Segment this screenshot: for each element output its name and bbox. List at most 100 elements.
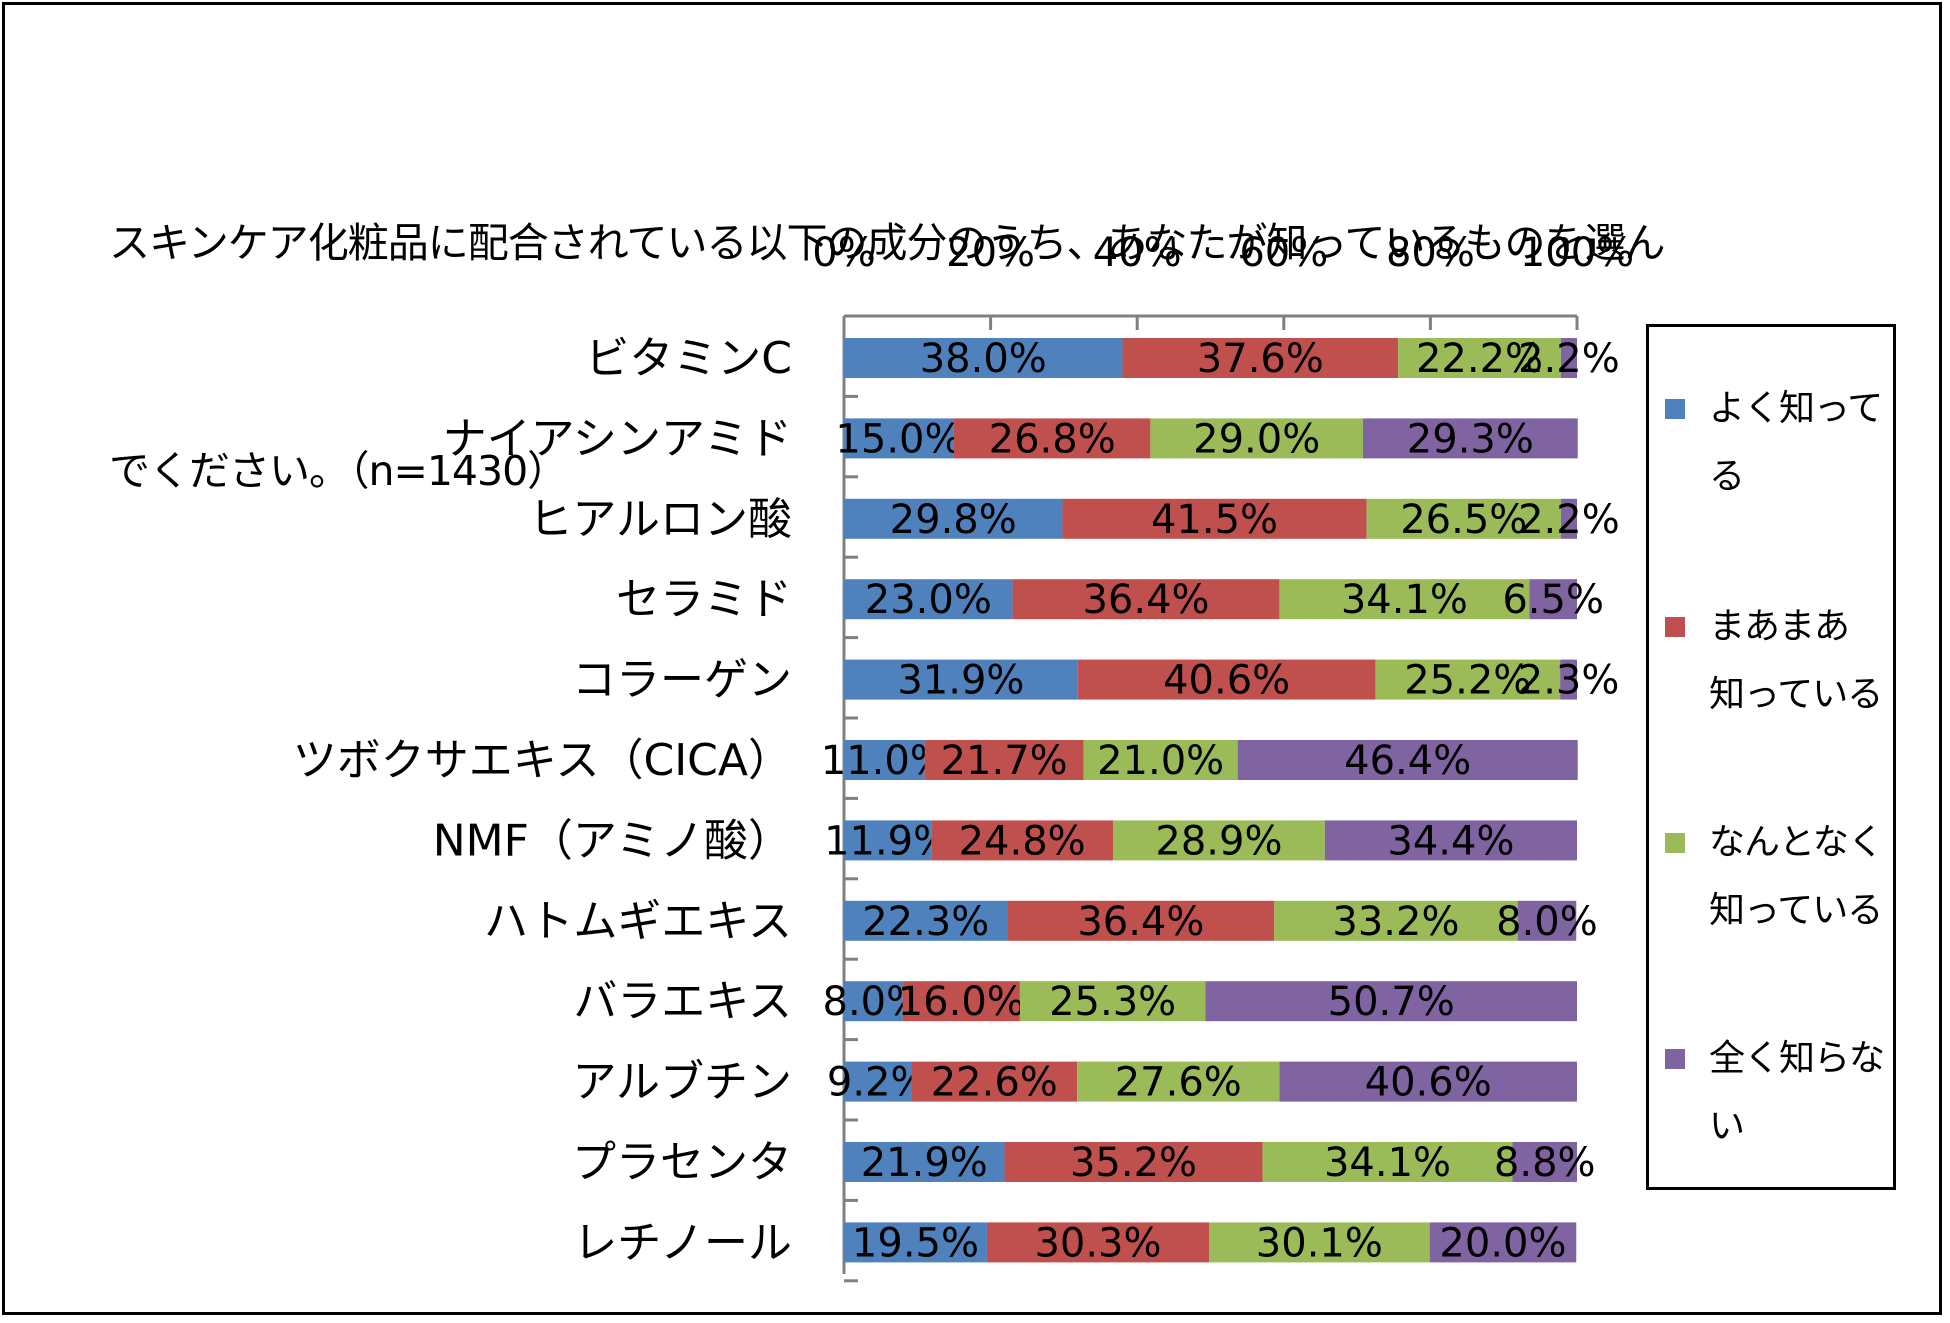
bar-segment (1560, 338, 1577, 378)
chart-legend: よく知ってる まあまあ 知っている なんとなく 知っている 全く知らな い (1646, 324, 1896, 1190)
legend-label-not-known: 全く知らな い (1709, 1025, 1899, 1161)
data-label: 26.8% (989, 416, 1116, 462)
x-tick-label: 80% (1386, 230, 1475, 276)
data-label: 21.0% (1097, 738, 1224, 784)
data-label: 22.6% (931, 1060, 1058, 1106)
data-label: 29.0% (1193, 416, 1320, 462)
bar-segment (986, 1222, 1210, 1263)
category-label: プラセンタ (572, 1137, 792, 1188)
category-label: ビタミンC (585, 333, 792, 384)
data-label: 37.6% (1197, 336, 1324, 382)
category-label: アルブチン (572, 1057, 792, 1108)
data-label: 6.5% (1502, 577, 1604, 623)
bar-segment (1560, 659, 1577, 700)
data-label: 2.3% (1518, 658, 1620, 704)
data-label: 35.2% (1070, 1140, 1197, 1186)
bar-segment (844, 1061, 912, 1102)
bar-segment (844, 1142, 1005, 1182)
data-label: 22.2% (1416, 336, 1543, 382)
bar-segment (924, 740, 1084, 780)
data-label: 36.4% (1077, 899, 1204, 945)
data-label: 20.0% (1439, 1220, 1566, 1266)
data-label: 8.0% (1496, 899, 1598, 945)
legend-swatch-somewhat-known (1665, 617, 1685, 637)
legend-label-line: 知っている (1709, 674, 1883, 715)
bar-segment (902, 981, 1020, 1022)
data-label: 29.3% (1407, 416, 1534, 462)
bar-segment (844, 338, 1123, 378)
legend-swatch-not-known (1665, 1049, 1685, 1069)
legend-label-line: 知っている (1709, 890, 1883, 931)
bar-segment (1279, 579, 1530, 620)
data-label: 40.6% (1365, 1060, 1492, 1106)
category-label: ハトムギエキス (484, 896, 792, 947)
bar-segment (1560, 498, 1577, 539)
data-label: 41.5% (1151, 497, 1278, 543)
bar-segment (1019, 981, 1206, 1022)
data-label: 2.2% (1518, 497, 1620, 543)
bar-segment (844, 820, 932, 861)
data-label: 26.5% (1400, 497, 1527, 543)
x-tick-label: 40% (1093, 230, 1182, 276)
category-label: NMF（アミノ酸） (433, 815, 792, 866)
bar-segment (1150, 418, 1363, 459)
bar-segment (1398, 338, 1561, 378)
legend-label-well-known: よく知ってる (1709, 375, 1899, 511)
data-label: 24.8% (959, 818, 1086, 864)
data-label: 15.0% (835, 416, 962, 462)
legend-swatch-vaguely-known (1665, 833, 1685, 853)
x-tick-label: 100% (1520, 230, 1634, 276)
data-label: 33.2% (1332, 899, 1459, 945)
data-label: 34.1% (1341, 577, 1468, 623)
bar-segment (1362, 418, 1578, 459)
data-label: 19.5% (852, 1220, 979, 1266)
bar-segment (1512, 1142, 1577, 1182)
data-label: 2.2% (1518, 336, 1620, 382)
data-label: 30.3% (1034, 1220, 1161, 1266)
bar-segment (1012, 579, 1280, 620)
bar-segment (1324, 820, 1577, 861)
bar-segment (1375, 659, 1561, 700)
bar-segment (1274, 900, 1518, 941)
data-label: 40.6% (1163, 658, 1290, 704)
data-label: 27.6% (1115, 1060, 1242, 1106)
bar-segment (1279, 1061, 1577, 1102)
bar-segment (844, 498, 1063, 539)
bar-segment (1237, 740, 1578, 780)
data-label: 22.3% (862, 899, 989, 945)
legend-label-line: い (1709, 1106, 1745, 1147)
category-label: コラーゲン (572, 655, 792, 706)
bar-segment (911, 1061, 1078, 1102)
bar-segment (1077, 659, 1376, 700)
data-label: 30.1% (1256, 1220, 1383, 1266)
data-label: 34.1% (1324, 1140, 1451, 1186)
bar-segment (1004, 1142, 1263, 1182)
category-label: セラミド (616, 574, 792, 625)
bar-segment (931, 820, 1114, 861)
data-label: 38.0% (920, 336, 1047, 382)
data-label: 29.8% (890, 497, 1017, 543)
bar-segment (1122, 338, 1399, 378)
data-label: 25.2% (1404, 658, 1531, 704)
bar-segment (1517, 900, 1577, 941)
data-label: 11.9% (824, 818, 951, 864)
legend-label-vaguely-known: なんとなく 知っている (1709, 809, 1899, 945)
data-label: 21.9% (861, 1140, 988, 1186)
data-label: 23.0% (865, 577, 992, 623)
legend-label-somewhat-known: まあまあ 知っている (1709, 593, 1899, 729)
category-label: ナイアシンアミド (443, 413, 792, 464)
legend-swatch-well-known (1665, 399, 1685, 419)
bar-segment (1366, 498, 1561, 539)
data-label: 21.7% (941, 738, 1068, 784)
data-label: 16.0% (898, 979, 1025, 1025)
bar-segment (1007, 900, 1275, 941)
chart-title-line-2: でください。（n=1430） (109, 447, 568, 495)
bar-segment (1062, 498, 1367, 539)
bar-segment (844, 659, 1078, 700)
bar-segment (1205, 981, 1577, 1022)
category-label: バラエキス (573, 976, 792, 1027)
chart-title: スキンケア化粧品に配合されている以下の成分のうち、あなたが知っているものを選ん … (109, 53, 1669, 661)
data-label: 46.4% (1344, 738, 1471, 784)
bar-segment (844, 900, 1008, 941)
